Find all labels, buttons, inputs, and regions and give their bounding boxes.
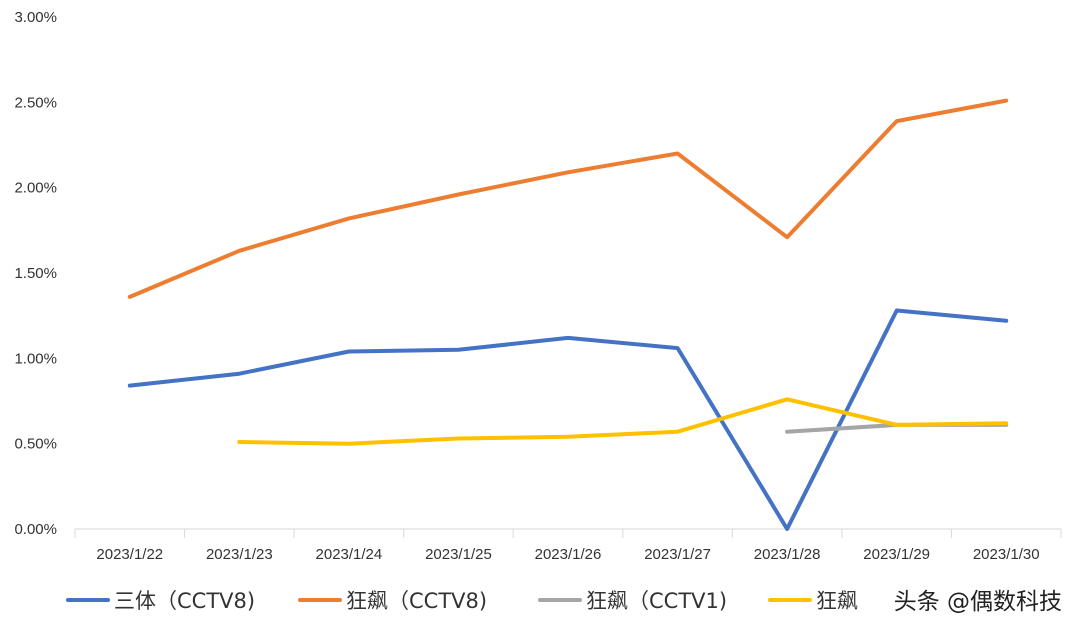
series-line: [127, 308, 1009, 531]
x-tick-label: 2023/1/27: [644, 546, 711, 563]
legend-label: 狂飙（CCTV8): [346, 589, 487, 613]
legend-label: 狂飙: [816, 589, 858, 613]
watermark: 头条 @偶数科技: [894, 589, 1062, 615]
y-tick-label: 1.00%: [14, 350, 57, 367]
y-tick-label: 2.00%: [14, 180, 57, 197]
x-tick-label: 2023/1/29: [863, 546, 930, 563]
series-line: [237, 397, 1009, 446]
x-tick-label: 2023/1/26: [535, 546, 602, 563]
y-tick-label: 0.00%: [14, 521, 57, 538]
x-axis: 2023/1/22 2023/1/23 2023/1/24 2023/1/25 2023…: [74, 529, 1062, 563]
y-tick-label: 3.00%: [14, 9, 57, 26]
legend: 三体（CCTV8) 狂飙（CCTV8) 狂飙（CCTV1) 狂飙: [66, 589, 858, 613]
x-tick-label: 2023/1/28: [754, 546, 821, 563]
y-tick-label: 2.50%: [14, 94, 57, 111]
legend-label: 狂飙（CCTV1): [586, 589, 727, 613]
x-tick-label: 2023/1/30: [973, 546, 1040, 563]
x-tick-label: 2023/1/22: [96, 546, 163, 563]
y-tick-label: 1.50%: [14, 265, 57, 282]
legend-label: 三体（CCTV8): [114, 589, 255, 613]
series-line: [127, 98, 1009, 299]
series-layer: [127, 98, 1009, 531]
y-tick-label: 0.50%: [14, 436, 57, 453]
x-tick-label: 2023/1/23: [206, 546, 273, 563]
x-tick-label: 2023/1/25: [425, 546, 492, 563]
x-tick-label: 2023/1/24: [316, 546, 383, 563]
y-axis: 0.00% 0.50% 1.00% 1.50% 2.00% 2.50% 3.00%: [14, 9, 57, 538]
